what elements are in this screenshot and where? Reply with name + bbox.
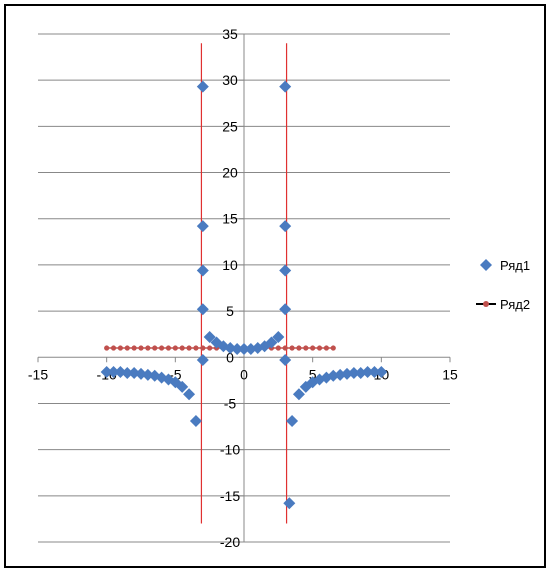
- series-1-point: [196, 354, 209, 367]
- series-2-point: [275, 345, 281, 351]
- series-1-point: [231, 342, 244, 355]
- x-tick-label: -15: [28, 366, 48, 382]
- series-1-point: [279, 264, 292, 277]
- x-tick-label: 5: [309, 366, 317, 382]
- series-2-point: [145, 345, 151, 351]
- series-1-point: [279, 220, 292, 233]
- series-1-point: [100, 366, 113, 379]
- series-2-point: [207, 345, 213, 351]
- series-1-point: [265, 336, 278, 349]
- series-2-point: [296, 345, 302, 351]
- legend-marker-series-2: [483, 301, 489, 307]
- series-1-point: [283, 497, 296, 510]
- series-1-point: [347, 366, 360, 379]
- y-tick-label: 25: [222, 118, 238, 134]
- legend: Ряд1 Ряд2: [476, 258, 530, 312]
- series-1-point: [196, 303, 209, 316]
- series-1-point: [107, 366, 120, 379]
- series-1-point: [368, 366, 381, 379]
- series-1-point: [361, 366, 374, 379]
- series-1: [100, 80, 388, 510]
- series-2-point: [159, 345, 165, 351]
- series-1-point: [272, 330, 285, 343]
- series-1-point: [189, 415, 202, 428]
- series-2-point: [131, 345, 137, 351]
- series-2-point: [179, 345, 185, 351]
- series-1-point: [196, 220, 209, 233]
- y-tick-label: -15: [220, 488, 240, 504]
- series-2-point: [289, 345, 295, 351]
- series-2-point: [282, 345, 288, 351]
- y-tick-label: 10: [222, 257, 238, 273]
- series-2-point: [310, 345, 316, 351]
- vertical-lines: [200, 43, 288, 524]
- scatter-chart: -15-10-5051015-20-15-10-505101520253035 …: [28, 26, 530, 550]
- series-1-point: [121, 366, 134, 379]
- series-1-point: [375, 366, 388, 379]
- series-1-point: [279, 303, 292, 316]
- series-2-point: [152, 345, 158, 351]
- legend-label-series-1: Ряд1: [500, 258, 530, 273]
- series-2-point: [172, 345, 178, 351]
- series-1-point: [176, 380, 189, 393]
- series-1-point: [286, 415, 299, 428]
- x-tick-label: 0: [240, 366, 248, 382]
- series-2-point: [186, 345, 192, 351]
- series-2-point: [165, 345, 172, 351]
- series-1-point: [196, 264, 209, 277]
- series-1-point: [279, 80, 292, 93]
- series-1-point: [279, 354, 292, 367]
- series-2-point: [124, 345, 130, 351]
- chart-frame: -15-10-5051015-20-15-10-505101520253035 …: [4, 4, 546, 568]
- y-tick-label: -20: [220, 534, 240, 550]
- series-2-point: [138, 345, 144, 351]
- y-tick-label: 5: [226, 303, 234, 319]
- series-2-point: [117, 345, 123, 351]
- series-2-point: [316, 345, 323, 351]
- series-2-point: [193, 345, 199, 351]
- y-tick-label: 35: [222, 26, 238, 42]
- series-2-point: [323, 345, 329, 351]
- series-2-point: [330, 345, 336, 351]
- axes: [37, 33, 451, 543]
- series-1-point: [292, 388, 305, 401]
- x-tick-label: 15: [442, 366, 458, 382]
- y-tick-label: -5: [224, 395, 237, 411]
- y-tick-label: 0: [226, 349, 234, 365]
- y-tick-label: -10: [220, 442, 240, 458]
- series-1-point: [238, 342, 250, 355]
- y-tick-label: 30: [222, 72, 238, 88]
- series-2-point: [110, 345, 117, 351]
- legend-marker-series-1: [480, 259, 492, 271]
- legend-label-series-2: Ряд2: [500, 297, 530, 312]
- series-2-point: [303, 345, 309, 351]
- series-1-point: [196, 80, 209, 93]
- y-tick-label: 15: [222, 211, 238, 227]
- series-2-point: [200, 345, 206, 351]
- y-tick-label: 20: [222, 165, 238, 181]
- series-1-point: [203, 330, 216, 343]
- series-1-point: [183, 388, 196, 401]
- series-2-point: [104, 345, 110, 351]
